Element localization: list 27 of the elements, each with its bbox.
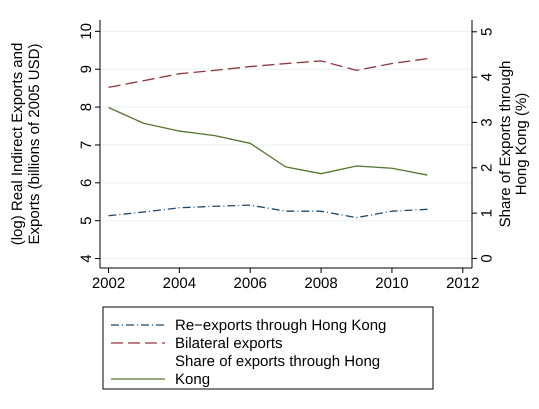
legend-label: Re−exports through Hong Kong xyxy=(175,317,386,334)
x-tick-label: 2008 xyxy=(304,275,338,292)
y-tick-label: 4 xyxy=(78,254,95,263)
y-tick-label: 6 xyxy=(78,178,95,187)
y-tick-label: 5 xyxy=(78,216,95,225)
y-axis-title: (log) Real Indirect Exports and Exports (billions of 2005 USD) xyxy=(9,42,43,246)
y2-tick-label: 3 xyxy=(478,118,496,127)
y-tick-label: 7 xyxy=(78,140,95,150)
y-tick-label: 9 xyxy=(78,65,95,74)
legend-label: Share of exports through Hong Kong xyxy=(175,353,380,388)
x-tick-label: 2010 xyxy=(375,275,409,292)
line-series xyxy=(108,106,428,176)
y2-axis-title: Share of Exports through Hong Kong (%) xyxy=(497,60,530,228)
y2-tick-label: 1 xyxy=(478,208,496,218)
y-tick-label: 10 xyxy=(78,23,95,40)
x-tick-label: 2006 xyxy=(234,275,267,292)
legend-label: Bilateral exports xyxy=(175,335,283,352)
line-series xyxy=(108,204,428,218)
y2-tick-label: 4 xyxy=(478,72,496,82)
y2-tick-label: 2 xyxy=(478,164,496,172)
x-tick-label: 2002 xyxy=(92,275,126,292)
y2-tick-label: 0 xyxy=(478,254,496,263)
y2-tick-label: 5 xyxy=(478,28,496,36)
line-series xyxy=(108,58,428,88)
x-tick-label: 2004 xyxy=(162,275,196,292)
y-tick-label: 8 xyxy=(78,102,95,112)
x-tick-label: 2012 xyxy=(446,275,480,292)
